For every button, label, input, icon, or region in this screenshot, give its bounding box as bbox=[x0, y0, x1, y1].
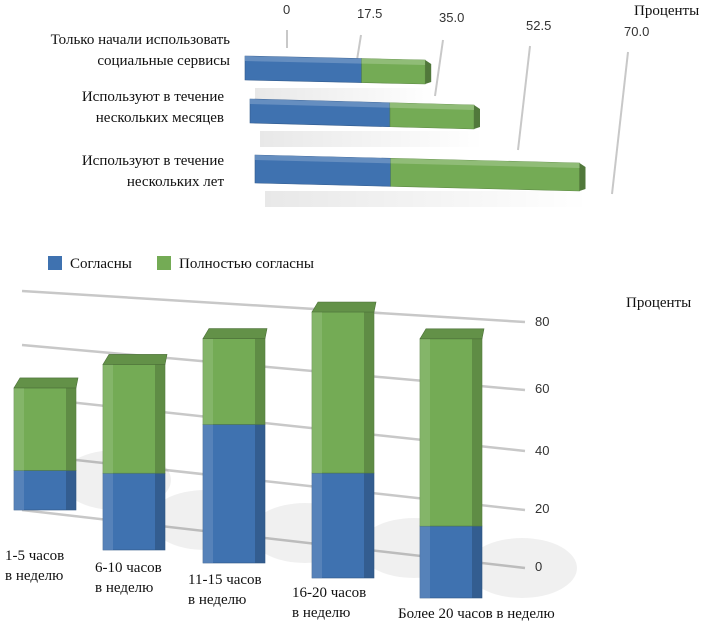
top-category-label: нескольких месяцев bbox=[96, 110, 224, 126]
top-x-tick: 17.5 bbox=[357, 6, 382, 21]
top-category-label: Используют в течение bbox=[82, 89, 224, 105]
top-bar-highlight bbox=[390, 158, 580, 168]
bottom-column-edge bbox=[255, 424, 265, 563]
top-bar-shadow bbox=[255, 88, 436, 104]
top-category-labels: Только начали использовать социальные сер… bbox=[51, 32, 231, 190]
top-bar-end-cap bbox=[579, 163, 586, 191]
top-x-tick: 70.0 bbox=[624, 24, 649, 39]
bottom-column-cap bbox=[311, 301, 377, 313]
bottom-category-label: в неделю bbox=[95, 580, 153, 596]
bottom-column-highlight bbox=[420, 338, 430, 526]
top-gridline bbox=[517, 45, 531, 151]
bottom-column-edge bbox=[364, 473, 374, 578]
bottom-category-label: 11-15 часов bbox=[188, 572, 262, 588]
bottom-bars bbox=[13, 301, 577, 599]
top-bars bbox=[244, 55, 590, 207]
top-x-tick: 52.5 bbox=[526, 18, 551, 33]
bottom-column-highlight bbox=[14, 470, 24, 510]
top-x-tick-labels: 0 17.5 35.0 52.5 70.0 bbox=[283, 2, 649, 39]
bottom-category-label: 1-5 часов bbox=[5, 548, 64, 564]
bottom-column-highlight bbox=[420, 526, 430, 598]
bottom-y-tick: 20 bbox=[535, 501, 549, 516]
legend: Согласны Полностью согласны bbox=[48, 256, 314, 272]
top-gridline bbox=[434, 39, 444, 97]
bottom-column-highlight bbox=[103, 473, 113, 550]
bottom-y-axis-label: Проценты bbox=[626, 295, 691, 311]
top-bar-shadow bbox=[265, 191, 590, 207]
top-gridline bbox=[611, 51, 629, 195]
top-bar-highlight bbox=[390, 102, 474, 110]
top-horizontal-bar-chart: 0 17.5 35.0 52.5 70.0 Проценты Только начали… bbox=[51, 2, 699, 207]
bottom-column-cap bbox=[419, 328, 485, 340]
top-bar-end-cap bbox=[425, 60, 432, 84]
top-category-label: Только начали использовать bbox=[51, 32, 231, 48]
legend-label-strongly-agree: Полностью согласны bbox=[179, 256, 314, 272]
top-bar-highlight bbox=[250, 99, 390, 108]
top-bar-highlight bbox=[361, 58, 426, 65]
bottom-column-edge bbox=[472, 338, 482, 526]
bottom-category-label: Более 20 часов в неделю bbox=[398, 606, 555, 622]
bottom-column-edge bbox=[66, 387, 76, 471]
bottom-column-edge bbox=[364, 312, 374, 473]
bottom-column-segment-strongly-agree bbox=[102, 364, 166, 474]
bottom-gridline bbox=[21, 289, 526, 324]
bottom-column-highlight bbox=[203, 338, 213, 425]
bottom-column-cap bbox=[13, 377, 79, 389]
bottom-column-highlight bbox=[103, 364, 113, 474]
bottom-column-highlight bbox=[312, 312, 322, 473]
top-x-tick: 35.0 bbox=[439, 10, 464, 25]
legend-label-agree: Согласны bbox=[70, 256, 132, 272]
bottom-column-cap bbox=[202, 328, 268, 339]
top-bar-shadow bbox=[260, 131, 484, 147]
bottom-column-highlight bbox=[203, 424, 213, 563]
bottom-column-highlight bbox=[14, 387, 24, 471]
top-x-tick: 0 bbox=[283, 2, 290, 17]
bottom-column-segment-agree bbox=[202, 424, 266, 564]
top-bar-end-cap bbox=[474, 105, 480, 129]
bottom-column-edge bbox=[66, 470, 76, 510]
bottom-y-tick-labels: 0 20 40 60 80 bbox=[535, 314, 549, 574]
bottom-column-cap bbox=[102, 354, 168, 365]
bottom-category-label: 16-20 часов bbox=[292, 585, 366, 601]
legend-swatch-agree bbox=[48, 256, 62, 270]
bottom-column-edge bbox=[155, 473, 165, 550]
top-bar-highlight bbox=[255, 155, 391, 164]
top-category-label: Используют в течение bbox=[82, 153, 224, 169]
bottom-y-tick: 40 bbox=[535, 443, 549, 458]
top-bar-highlight bbox=[245, 56, 362, 64]
bottom-y-tick: 80 bbox=[535, 314, 549, 329]
bottom-category-labels: 1-5 часов в неделю 6-10 часов в неделю 11-15… bbox=[5, 548, 555, 622]
legend-swatch-strongly-agree bbox=[157, 256, 171, 270]
bottom-column-segment-agree bbox=[311, 472, 375, 579]
bottom-column-highlight bbox=[312, 473, 322, 578]
bottom-y-tick: 0 bbox=[535, 559, 542, 574]
bottom-vertical-bar-chart: 0 20 40 60 80 Проценты 1-5 часов в неделю 6-10… bbox=[5, 289, 691, 622]
bottom-column-edge bbox=[472, 526, 482, 598]
bottom-column-shadow bbox=[467, 538, 577, 598]
bottom-category-label: в неделю bbox=[188, 592, 246, 608]
bottom-category-label: в неделю bbox=[292, 605, 350, 621]
bottom-column-segment-strongly-agree bbox=[311, 311, 375, 474]
top-category-label: социальные сервисы bbox=[97, 53, 230, 69]
bottom-column-segment-strongly-agree bbox=[202, 338, 266, 425]
bottom-column-edge bbox=[155, 364, 165, 474]
top-category-label: нескольких лет bbox=[127, 174, 225, 190]
bottom-y-tick: 60 bbox=[535, 381, 549, 396]
top-x-axis-label: Проценты bbox=[634, 3, 699, 19]
bottom-column-segment-agree bbox=[419, 525, 483, 599]
bottom-category-label: 6-10 часов bbox=[95, 560, 162, 576]
top-gridlines bbox=[286, 30, 629, 195]
bottom-category-label: в неделю bbox=[5, 568, 63, 584]
bottom-column-segment-strongly-agree bbox=[419, 338, 483, 527]
bottom-column-edge bbox=[255, 338, 265, 425]
top-gridline bbox=[356, 34, 362, 61]
